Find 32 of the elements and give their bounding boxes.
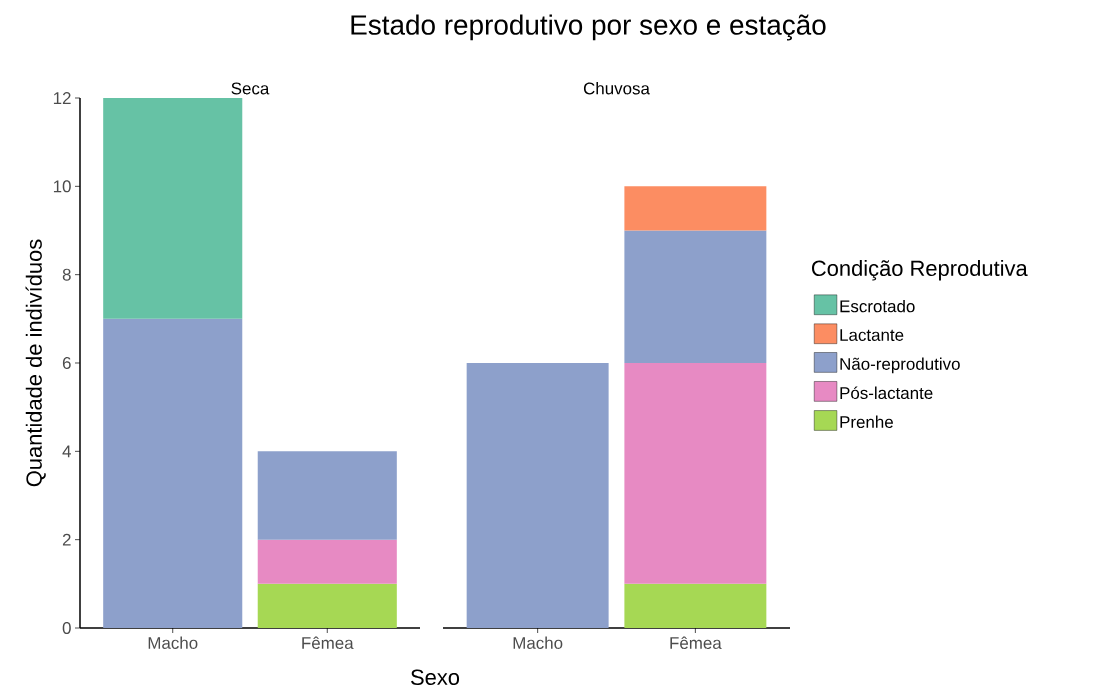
x-tick-label: Fêmea bbox=[302, 636, 354, 650]
bar bbox=[257, 451, 397, 540]
bar bbox=[257, 539, 397, 584]
bar bbox=[624, 583, 767, 628]
y-tick-label: 6 bbox=[62, 357, 71, 369]
bar bbox=[624, 230, 767, 363]
x-tick-label: Macho bbox=[148, 636, 198, 649]
y-tick-label: 12 bbox=[53, 92, 71, 104]
legend-label: Prenhe bbox=[840, 415, 893, 429]
bar bbox=[466, 363, 609, 628]
chart-subtitle: Seca bbox=[231, 82, 270, 95]
legend-label: Escrotado bbox=[840, 299, 915, 313]
bar bbox=[103, 97, 243, 319]
x-tick-label: Fêmea bbox=[670, 636, 722, 650]
legend-label: Não-reprodutivo bbox=[840, 357, 960, 374]
legend-label: Pós-lactante bbox=[840, 386, 933, 400]
y-axis-title: Quantidade de indivíduos bbox=[25, 239, 46, 487]
bar bbox=[257, 583, 397, 628]
x-axis-title: Sexo bbox=[411, 669, 460, 686]
chart-subtitle: Chuvosa bbox=[583, 82, 650, 95]
y-tick-label: 10 bbox=[53, 180, 71, 193]
y-tick-label: 4 bbox=[62, 445, 71, 458]
legend-label: Lactante bbox=[840, 329, 904, 341]
bar bbox=[624, 186, 767, 231]
text: Estado reprodutivo por sexo e estação bbox=[351, 14, 826, 41]
bar bbox=[624, 363, 767, 584]
y-tick-label: 8 bbox=[62, 268, 71, 281]
y-tick-label: 2 bbox=[62, 533, 71, 546]
bar bbox=[103, 318, 243, 628]
x-tick-label: Macho bbox=[513, 636, 563, 649]
legend-title: Condição Reprodutiva bbox=[811, 259, 1028, 281]
y-tick-label: 0 bbox=[62, 622, 71, 634]
